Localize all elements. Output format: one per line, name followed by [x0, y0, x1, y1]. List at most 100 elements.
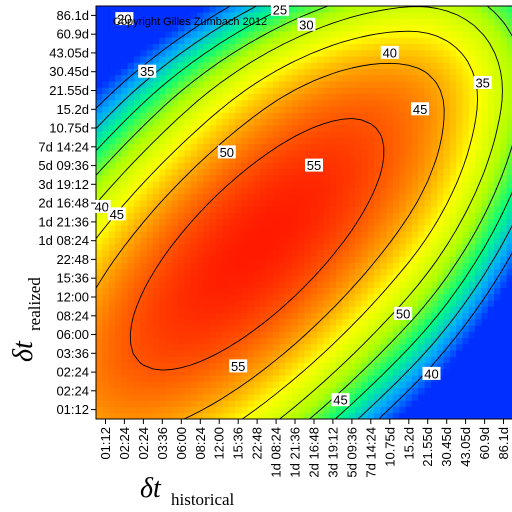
heatmap-cell — [114, 168, 122, 176]
heatmap-cell — [430, 6, 438, 13]
heatmap-cell — [310, 287, 318, 295]
heatmap-cell — [304, 237, 312, 245]
heatmap-cell — [430, 74, 438, 82]
heatmap-cell — [241, 93, 249, 101]
heatmap-cell — [298, 356, 305, 364]
heatmap-cell — [253, 387, 261, 395]
heatmap-cell — [114, 331, 122, 339]
heatmap-cell — [399, 24, 406, 32]
heatmap-cell — [355, 137, 362, 145]
heatmap-cell — [121, 137, 128, 145]
heatmap-cell — [456, 368, 463, 376]
heatmap-cell — [96, 406, 103, 414]
heatmap-cell — [228, 199, 236, 207]
y-tick-label: 03:36 — [56, 346, 89, 361]
heatmap-cell — [216, 343, 223, 351]
heatmap-cell — [272, 181, 280, 188]
heatmap-cell — [475, 31, 482, 38]
heatmap-cell — [336, 137, 343, 145]
heatmap-cell — [443, 243, 451, 251]
heatmap-cell — [260, 325, 267, 332]
heatmap-cell — [348, 187, 356, 195]
heatmap-cell — [159, 24, 166, 32]
heatmap-cell — [506, 199, 512, 207]
heatmap-cell — [355, 43, 362, 51]
heatmap-cell — [140, 400, 147, 407]
heatmap-cell — [411, 49, 419, 57]
heatmap-cell — [260, 68, 267, 76]
heatmap-cell — [178, 287, 185, 295]
heatmap-cell — [121, 156, 128, 163]
heatmap-cell — [367, 181, 375, 188]
heatmap-cell — [197, 325, 204, 332]
heatmap-cell — [222, 356, 230, 364]
heatmap-cell — [374, 118, 381, 126]
heatmap-cell — [361, 137, 369, 145]
heatmap-cell — [298, 262, 305, 270]
heatmap-cell — [430, 31, 438, 38]
heatmap-cell — [468, 106, 476, 113]
heatmap-cell — [197, 174, 204, 182]
heatmap-cell — [424, 174, 432, 182]
heatmap-cell — [203, 24, 211, 32]
heatmap-cell — [140, 325, 147, 332]
heatmap-cell — [266, 268, 274, 276]
heatmap-cell — [367, 174, 375, 182]
heatmap-cell — [171, 93, 179, 101]
heatmap-cell — [392, 250, 400, 257]
heatmap-cell — [184, 181, 192, 188]
heatmap-cell — [336, 293, 343, 301]
x-tick-label: 01:12 — [98, 427, 113, 460]
heatmap-cell — [456, 62, 463, 69]
heatmap-cell — [241, 131, 249, 138]
heatmap-cell — [449, 206, 457, 213]
heatmap-cell — [216, 268, 223, 276]
heatmap-cell — [506, 149, 512, 157]
heatmap-cell — [140, 87, 147, 95]
heatmap-cell — [216, 112, 223, 120]
heatmap-cell — [140, 74, 147, 82]
heatmap-cell — [468, 262, 476, 270]
heatmap-cell — [342, 375, 350, 382]
heatmap-cell — [374, 106, 381, 113]
heatmap-cell — [178, 412, 185, 419]
heatmap-cell — [298, 124, 305, 132]
heatmap-cell — [424, 243, 432, 251]
heatmap-cell — [462, 74, 470, 82]
heatmap-cell — [468, 212, 476, 220]
heatmap-cell — [178, 106, 185, 113]
heatmap-cell — [500, 400, 508, 407]
heatmap-cell — [102, 343, 110, 351]
heatmap-cell — [443, 231, 451, 238]
heatmap-cell — [304, 93, 312, 101]
heatmap-cell — [506, 181, 512, 188]
heatmap-cell — [279, 206, 286, 213]
heatmap-cell — [114, 31, 122, 38]
heatmap-cell — [456, 275, 463, 282]
heatmap-cell — [443, 325, 451, 332]
heatmap-cell — [247, 87, 255, 95]
heatmap-cell — [121, 393, 128, 401]
heatmap-cell — [146, 174, 154, 182]
heatmap-cell — [266, 43, 274, 51]
heatmap-cell — [159, 118, 166, 126]
heatmap-cell — [203, 6, 211, 13]
heatmap-cell — [437, 306, 444, 314]
heatmap-cell — [222, 243, 230, 251]
heatmap-cell — [102, 31, 110, 38]
heatmap-cell — [279, 156, 286, 163]
heatmap-cell — [468, 300, 476, 307]
heatmap-cell — [279, 87, 286, 95]
heatmap-cell — [336, 387, 343, 395]
heatmap-cell — [253, 187, 261, 195]
heatmap-cell — [500, 243, 508, 251]
heatmap-cell — [216, 250, 223, 257]
heatmap-cell — [291, 143, 299, 151]
heatmap-cell — [374, 231, 381, 238]
heatmap-cell — [361, 81, 369, 88]
heatmap-cell — [285, 362, 293, 370]
heatmap-cell — [374, 218, 381, 226]
heatmap-cell — [121, 362, 128, 370]
heatmap-cell — [506, 162, 512, 170]
heatmap-cell — [285, 250, 293, 257]
